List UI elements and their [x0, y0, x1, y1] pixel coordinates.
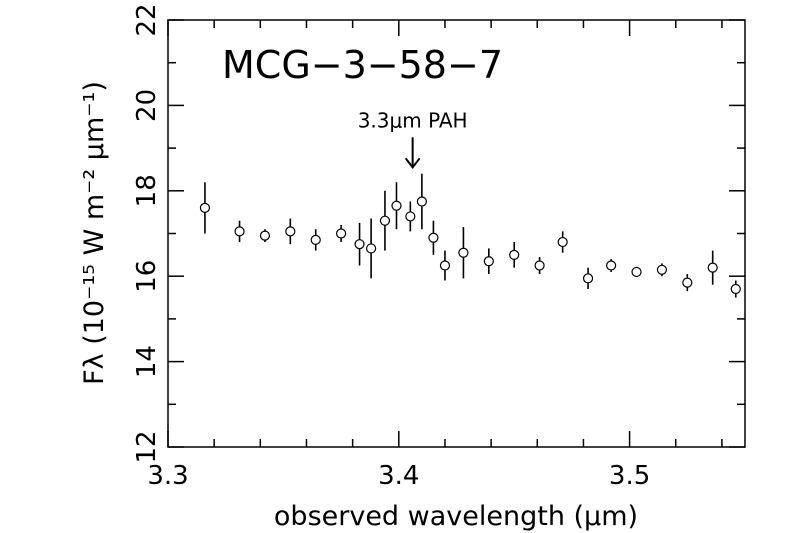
- data-point: [336, 224, 347, 243]
- data-marker: [582, 273, 594, 284]
- data-marker: [730, 283, 741, 295]
- data-point: [483, 248, 494, 275]
- data-point: [534, 256, 545, 275]
- data-marker: [509, 249, 520, 260]
- data-marker: [707, 262, 718, 273]
- data-point: [428, 220, 439, 255]
- data-marker: [310, 234, 321, 246]
- data-marker: [391, 200, 402, 211]
- data-marker: [439, 260, 451, 271]
- data-marker: [366, 243, 377, 254]
- axis-ticks: [167, 19, 745, 448]
- data-point: [582, 267, 594, 290]
- data-marker: [336, 228, 347, 239]
- pah-annotation-label: 3.3μm PAH: [358, 108, 468, 132]
- data-point: [707, 250, 718, 285]
- data-point: [509, 242, 520, 268]
- data-point: [458, 227, 469, 279]
- data-point: [366, 218, 377, 279]
- x-tick-label: 3.5: [609, 461, 650, 491]
- data-point: [354, 222, 365, 266]
- data-point: [234, 220, 245, 243]
- y-tick-label: 20: [132, 89, 162, 122]
- data-marker: [285, 226, 296, 237]
- data-point: [405, 201, 416, 232]
- data-marker: [656, 264, 668, 275]
- data-marker: [379, 215, 391, 226]
- data-marker: [606, 260, 617, 271]
- data-marker: [483, 256, 494, 267]
- pah-annotation-arrow-head: [404, 157, 421, 169]
- data-point: [416, 173, 427, 230]
- data-point: [285, 218, 296, 245]
- data-point: [379, 190, 391, 251]
- x-axis-title: observed wavelength (μm): [274, 501, 638, 532]
- data-marker: [354, 239, 365, 250]
- data-marker: [259, 230, 271, 241]
- data-point: [439, 250, 451, 281]
- pah-annotation: 3.3μm PAH: [358, 108, 468, 169]
- data-point: [259, 229, 271, 243]
- data-point: [682, 274, 693, 292]
- y-tick-label: 16: [132, 260, 162, 293]
- y-tick-label: 22: [132, 3, 162, 36]
- data-point: [391, 182, 402, 230]
- data-point: [656, 263, 668, 277]
- data-marker: [557, 236, 568, 248]
- x-tick-label: 3.3: [147, 461, 188, 491]
- x-tick-label: 3.4: [378, 461, 419, 491]
- y-tick-label: 18: [132, 174, 162, 207]
- data-marker: [428, 232, 439, 243]
- data-marker: [416, 196, 427, 207]
- data-point: [557, 231, 568, 253]
- y-axis-title: Fλ (10⁻¹⁵ W m⁻² μm⁻¹): [79, 81, 110, 385]
- data-marker: [234, 226, 245, 237]
- data-marker: [199, 202, 211, 213]
- data-marker: [682, 277, 693, 288]
- data-point: [631, 266, 642, 278]
- data-marker: [534, 260, 545, 271]
- y-tick-label: 14: [132, 345, 162, 378]
- data-point: [310, 229, 321, 251]
- data-point: [606, 259, 617, 272]
- axis-tick-labels: 3.3 3.4 3.5 12 14 16 18 20 22: [132, 3, 650, 491]
- chart-title: MCG−3−58−7: [222, 43, 503, 87]
- data-point: [730, 280, 741, 298]
- data-points: [199, 173, 741, 298]
- data-marker: [458, 247, 469, 258]
- data-point: [199, 182, 211, 234]
- data-marker: [405, 211, 416, 222]
- data-marker: [631, 266, 642, 278]
- y-tick-label: 12: [132, 430, 162, 463]
